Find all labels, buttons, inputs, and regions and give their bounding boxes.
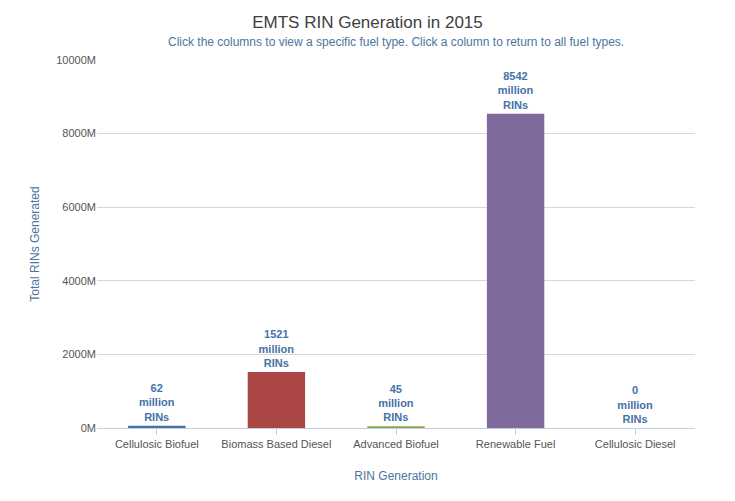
- svg-text:2000M: 2000M: [62, 348, 96, 360]
- svg-text:Advanced Biofuel: Advanced Biofuel: [353, 438, 439, 450]
- svg-text:Cellulosic Biofuel: Cellulosic Biofuel: [115, 438, 199, 450]
- svg-text:8000M: 8000M: [62, 127, 96, 139]
- svg-text:0M: 0M: [81, 422, 96, 434]
- svg-text:10000M: 10000M: [56, 54, 96, 66]
- svg-text:8542millionRINs: 8542millionRINs: [498, 70, 534, 111]
- svg-text:EMTS RIN Generation in 2015: EMTS RIN Generation in 2015: [252, 13, 483, 32]
- svg-text:1521millionRINs: 1521millionRINs: [259, 328, 295, 369]
- svg-text:45millionRINs: 45millionRINs: [378, 383, 414, 424]
- svg-text:RIN Generation: RIN Generation: [354, 469, 437, 483]
- svg-text:62millionRINs: 62millionRINs: [139, 382, 175, 423]
- svg-text:0millionRINs: 0millionRINs: [617, 384, 653, 425]
- svg-text:4000M: 4000M: [62, 275, 96, 287]
- svg-text:Total RINs Generated: Total RINs Generated: [28, 186, 42, 301]
- svg-text:Click the columns to view a sp: Click the columns to view a specific fue…: [168, 35, 624, 49]
- svg-text:6000M: 6000M: [62, 201, 96, 213]
- svg-text:Biomass Based Diesel: Biomass Based Diesel: [221, 438, 331, 450]
- svg-text:Renewable Fuel: Renewable Fuel: [476, 438, 556, 450]
- svg-text:Cellulosic Diesel: Cellulosic Diesel: [595, 438, 676, 450]
